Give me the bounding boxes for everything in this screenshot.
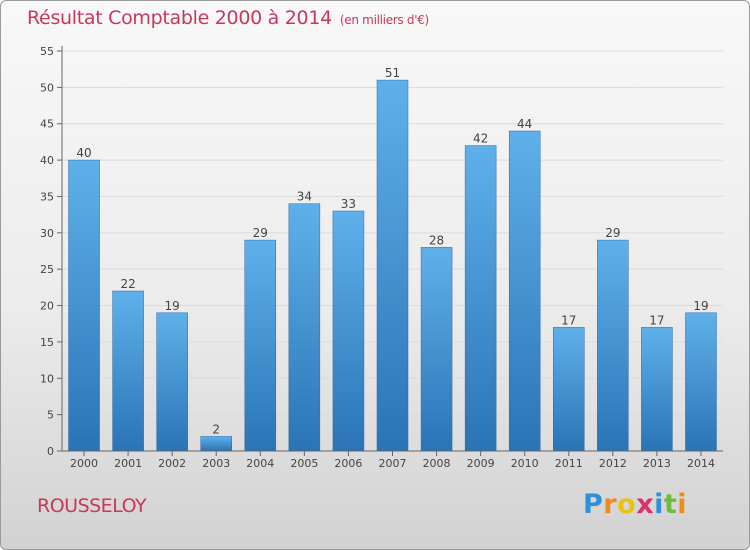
value-label: 17 xyxy=(649,313,664,327)
logo-letter: i xyxy=(654,489,664,520)
bar-2001 xyxy=(112,290,144,452)
x-tick-label: 2013 xyxy=(643,457,671,470)
bar-2012 xyxy=(597,239,629,452)
y-tick-label: 20 xyxy=(40,300,54,313)
x-tick-label: 2014 xyxy=(687,457,715,470)
bar-2007 xyxy=(376,79,409,452)
x-tick-label: 2007 xyxy=(379,457,407,470)
x-tick-label: 2010 xyxy=(511,457,539,470)
value-label: 28 xyxy=(429,233,444,247)
y-tick-label: 35 xyxy=(40,190,54,203)
logo-letter: r xyxy=(603,489,618,520)
value-label: 51 xyxy=(385,66,400,80)
value-label: 44 xyxy=(517,117,532,131)
proxiti-logo[interactable]: Proxiti xyxy=(583,489,687,520)
y-tick-label: 30 xyxy=(40,227,54,240)
value-label: 29 xyxy=(605,226,620,240)
y-tick-label: 55 xyxy=(40,45,54,58)
value-label: 17 xyxy=(561,313,576,327)
y-tick-label: 45 xyxy=(40,118,54,131)
logo-letter: t xyxy=(663,489,678,520)
title-text: Résultat Comptable 2000 à 2014 xyxy=(27,7,332,29)
x-tick-label: 2011 xyxy=(555,457,583,470)
logo-letter: P xyxy=(583,489,604,520)
x-tick-label: 2006 xyxy=(334,457,362,470)
y-tick-label: 25 xyxy=(40,263,54,276)
logo-letter: x xyxy=(636,489,655,520)
bar-2000 xyxy=(68,159,100,452)
x-tick-label: 2012 xyxy=(599,457,627,470)
value-label: 19 xyxy=(165,299,180,313)
chart-title: Résultat Comptable 2000 à 2014 (en millie… xyxy=(27,7,429,29)
bar-2014 xyxy=(685,312,717,452)
x-tick-label: 2000 xyxy=(70,457,98,470)
value-label: 2 xyxy=(212,422,220,436)
y-tick-label: 15 xyxy=(40,336,54,349)
location-name: ROUSSELOY xyxy=(37,495,147,517)
bar-2002 xyxy=(156,312,188,452)
bar-2005 xyxy=(288,203,321,452)
value-label: 29 xyxy=(253,226,268,240)
bar-2010 xyxy=(508,130,541,452)
value-labels: 40 22 19 2 29 34 33 51 28 42 44 17 29 17 19 xyxy=(76,66,708,436)
y-tick-label: 10 xyxy=(40,372,54,385)
value-label: 33 xyxy=(341,197,356,211)
x-tick-label: 2004 xyxy=(246,457,274,470)
value-label: 19 xyxy=(693,299,708,313)
logo-letter: i xyxy=(677,489,688,520)
bar-2004 xyxy=(244,239,277,452)
x-tick-label: 2001 xyxy=(114,457,142,470)
y-tick-label: 50 xyxy=(40,81,54,94)
logo-letter: o xyxy=(617,489,637,520)
y-tick-label: 40 xyxy=(40,154,54,167)
x-tick-label: 2002 xyxy=(158,457,186,470)
bars xyxy=(68,79,717,452)
value-label: 42 xyxy=(473,132,488,146)
bar-2003 xyxy=(200,436,232,452)
value-label: 34 xyxy=(297,190,312,204)
value-label: 22 xyxy=(120,277,135,291)
bar-2011 xyxy=(553,327,585,452)
x-tick-labels: 2000 2001 2002 2003 2004 2005 2006 2007 2008 2009… xyxy=(70,457,715,470)
axes xyxy=(57,46,723,456)
bar-2013 xyxy=(641,327,673,452)
x-tick-label: 2008 xyxy=(423,457,451,470)
bar-2009 xyxy=(464,145,497,452)
x-tick-label: 2009 xyxy=(467,457,495,470)
chart-subtitle: (en milliers d'€) xyxy=(339,13,429,27)
bar-2006 xyxy=(332,210,365,452)
y-tick-label: 5 xyxy=(47,409,54,422)
y-tick-labels: 0 5 10 15 20 25 30 35 40 45 50 55 xyxy=(40,45,54,458)
value-label: 40 xyxy=(76,146,91,160)
y-tick-label: 0 xyxy=(47,445,54,458)
x-tick-label: 2003 xyxy=(202,457,230,470)
bar-2008 xyxy=(420,247,453,452)
x-tick-label: 2005 xyxy=(290,457,318,470)
